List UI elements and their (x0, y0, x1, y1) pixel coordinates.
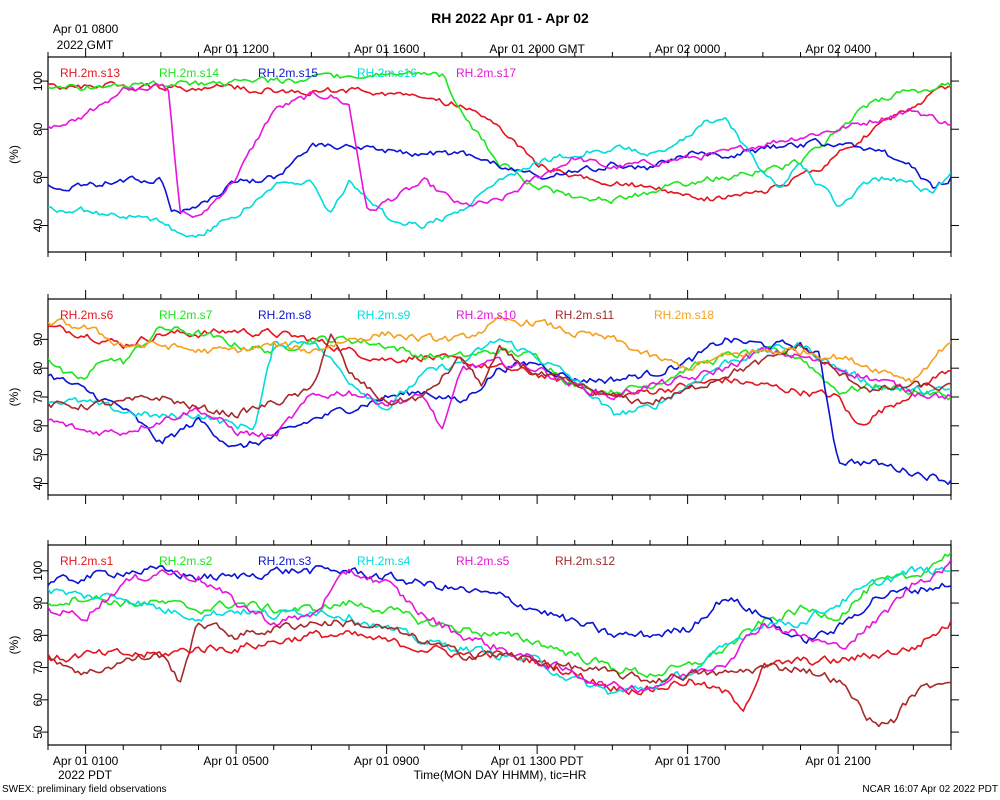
legend-RH.2m.s16: RH.2m.s16 (357, 66, 417, 80)
top-axis-year-label: 2022 GMT (57, 38, 114, 52)
legend-RH.2m.s14: RH.2m.s14 (159, 66, 219, 80)
series-group (48, 70, 951, 238)
panel-1: 40 60 80 100 (%) RH.2m.s13 RH.2m.s14 RH.2m.s15 R… (7, 48, 959, 261)
y-tick-label: 60 (31, 693, 45, 707)
series-line-RH.2m.s2 (48, 552, 951, 679)
y-tick-label: 40 (31, 476, 45, 490)
series-group (48, 552, 951, 728)
y-tick-label: 50 (31, 725, 45, 739)
top-tick-label: Apr 01 1200 (203, 42, 269, 56)
series-line-RH.2m.s6 (48, 324, 951, 426)
series-line-RH.2m.s3 (48, 564, 951, 645)
panel-2: 40 50 60 70 80 90 (%) RH.2m.s6 RH.2m.s7 RH.2m.s8 R… (7, 290, 959, 504)
y-axis-label: (%) (7, 145, 21, 164)
bottom-tick-label: Apr 01 2100 (805, 754, 871, 768)
legend-RH.2m.s18: RH.2m.s18 (654, 308, 714, 322)
legend-RH.2m.s1: RH.2m.s1 (60, 554, 114, 568)
y-tick-label: 70 (31, 661, 45, 675)
series-line-RH.2m.s9 (48, 338, 951, 431)
top-tick-label: Apr 02 0000 (655, 42, 721, 56)
panel-3: 50 60 70 80 90 100 (%) RH.2m.s1 RH.2m.s2 RH.2m.s3… (7, 536, 959, 754)
bottom-tick-label: Apr 01 1700 (655, 754, 721, 768)
bottom-axis-year-label: 2022 PDT (58, 768, 113, 782)
legend-RH.2m.s12: RH.2m.s12 (555, 554, 615, 568)
y-tick-label: 80 (31, 361, 45, 375)
legend-RH.2m.s15: RH.2m.s15 (258, 66, 318, 80)
y-tick-label: 100 (31, 560, 45, 580)
footer-right: NCAR 16:07 Apr 02 2022 PDT (862, 784, 998, 795)
y-tick-label: 50 (31, 448, 45, 462)
y-axis-label: (%) (7, 388, 21, 407)
y-tick-label: 90 (31, 596, 45, 610)
series-line-RH.2m.s16 (48, 116, 951, 238)
y-tick-label: 100 (31, 71, 45, 91)
legend-RH.2m.s7: RH.2m.s7 (159, 308, 213, 322)
x-axis-label: Time(MON DAY HHMM), tic=HR (414, 768, 587, 782)
legend-RH.2m.s6: RH.2m.s6 (60, 308, 114, 322)
series-group (48, 315, 951, 486)
bottom-tick-label: Apr 01 0900 (354, 754, 420, 768)
series-line-RH.2m.s13 (48, 80, 951, 202)
footer-left: SWEX: preliminary field observations (2, 784, 167, 795)
panel-frame (47, 56, 952, 253)
legend-RH.2m.s2: RH.2m.s2 (159, 554, 213, 568)
legend-RH.2m.s8: RH.2m.s8 (258, 308, 312, 322)
top-tick-label: Apr 01 0800 (53, 22, 119, 36)
legend-RH.2m.s10: RH.2m.s10 (456, 308, 516, 322)
series-line-RH.2m.s17 (48, 82, 951, 218)
y-tick-label: 40 (31, 219, 45, 233)
legend-RH.2m.s13: RH.2m.s13 (60, 66, 120, 80)
series-line-RH.2m.s11 (48, 333, 951, 419)
series-line-RH.2m.s5 (48, 559, 951, 694)
y-tick-label: 60 (31, 419, 45, 433)
y-tick-label: 80 (31, 628, 45, 642)
top-tick-label: Apr 01 2000 GMT (489, 42, 585, 56)
series-line-RH.2m.s7 (48, 326, 951, 401)
legend-RH.2m.s3: RH.2m.s3 (258, 554, 312, 568)
top-tick-label: Apr 02 0400 (805, 42, 871, 56)
legend-RH.2m.s17: RH.2m.s17 (456, 66, 516, 80)
bottom-tick-label: Apr 01 0500 (203, 754, 269, 768)
y-axis-label: (%) (7, 636, 21, 655)
chart-title: RH 2022 Apr 01 - Apr 02 (431, 10, 589, 26)
legend-RH.2m.s9: RH.2m.s9 (357, 308, 411, 322)
legend-RH.2m.s5: RH.2m.s5 (456, 554, 510, 568)
panel-frame (47, 298, 952, 496)
bottom-tick-label: Apr 01 1300 PDT (491, 754, 584, 768)
series-line-RH.2m.s10 (48, 346, 951, 439)
series-line-RH.2m.s12 (48, 619, 951, 728)
series-line-RH.2m.s4 (48, 565, 951, 695)
y-tick-label: 70 (31, 390, 45, 404)
series-line-RH.2m.s1 (48, 620, 951, 712)
y-tick-label: 60 (31, 170, 45, 184)
series-line-RH.2m.s15 (48, 138, 951, 215)
series-line-RH.2m.s18 (48, 315, 951, 384)
y-tick-label: 90 (31, 332, 45, 346)
series-line-RH.2m.s8 (48, 337, 951, 486)
y-tick-label: 80 (31, 122, 45, 136)
top-tick-label: Apr 01 1600 (354, 42, 420, 56)
legend-RH.2m.s11: RH.2m.s11 (555, 308, 614, 322)
panels: 40 60 80 100 (%) RH.2m.s13 RH.2m.s14 RH.2m.s15 R… (7, 48, 959, 754)
legend-RH.2m.s4: RH.2m.s4 (357, 554, 411, 568)
bottom-tick-label: Apr 01 0100 (53, 754, 119, 768)
